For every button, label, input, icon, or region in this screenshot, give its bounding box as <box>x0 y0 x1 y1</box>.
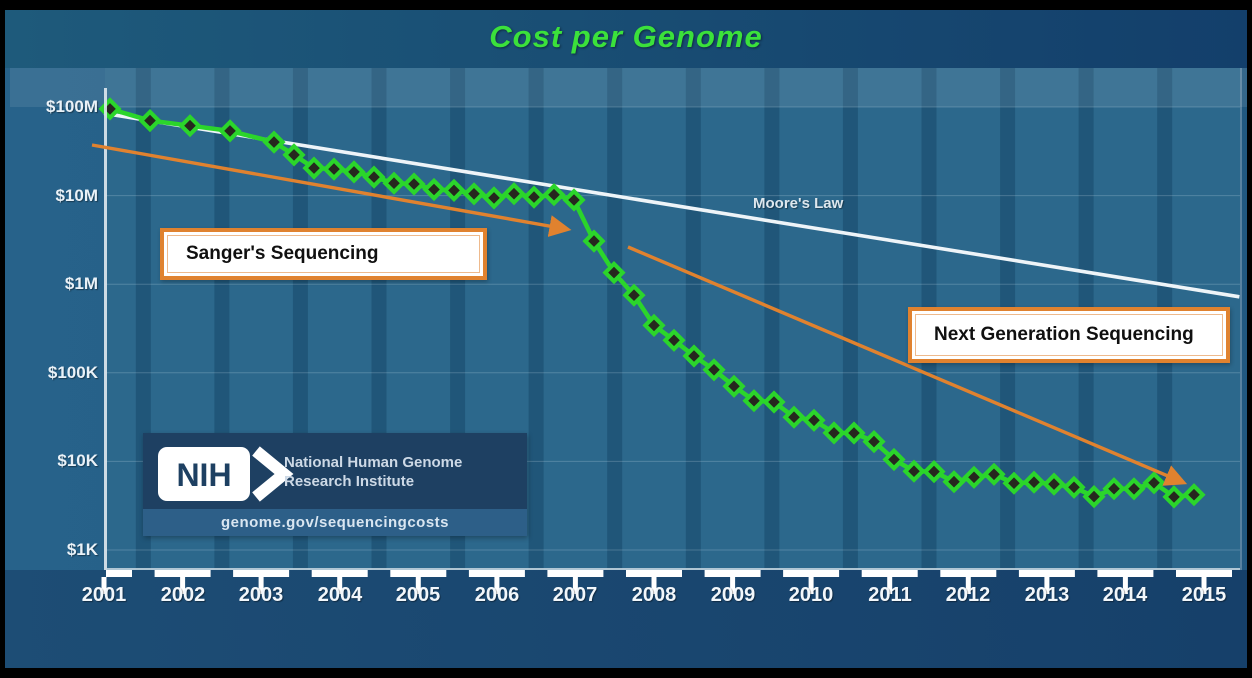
x-tick-label: 2003 <box>238 584 284 606</box>
moore-law-line <box>103 111 1240 299</box>
next-generation-sequencing-callout: Next Generation Sequencing <box>908 307 1230 363</box>
data-point-marker <box>1082 485 1106 509</box>
x-tick-label: 2013 <box>1024 584 1070 606</box>
x-tick-stem <box>1122 577 1128 594</box>
data-point-marker <box>1182 483 1206 507</box>
x-tick-stem <box>651 577 657 594</box>
x-tick-cap <box>626 570 682 577</box>
x-tick-label: 2010 <box>788 584 834 606</box>
x-tick-cap <box>861 570 918 577</box>
y-tick-label: $100M <box>46 97 98 116</box>
x-tick-stem <box>101 577 107 594</box>
x-tick-stem <box>180 577 186 594</box>
x-tick-stem <box>1044 577 1050 594</box>
y-axis-line <box>104 88 107 570</box>
x-tick-label: 2001 <box>81 584 127 606</box>
x-tick-label: 2002 <box>160 584 206 606</box>
x-tick-stem <box>415 577 421 594</box>
title-band <box>5 10 1247 68</box>
x-axis-line <box>104 568 1240 570</box>
frame-bottom <box>0 668 1252 678</box>
x-tick-label: 2011 <box>868 584 912 606</box>
plot-right-edge <box>1240 68 1242 570</box>
x-tick-stem <box>730 577 736 594</box>
x-tick-cap <box>311 570 368 577</box>
x-tick-label: 2014 <box>1102 584 1148 606</box>
genome-gov-url: genome.gov/sequencingcosts <box>143 509 527 536</box>
x-tick-stem <box>808 577 814 594</box>
x-tick-stem <box>572 577 578 594</box>
data-point-marker <box>1042 472 1066 496</box>
nih-acronym: NIH <box>176 457 231 493</box>
x-tick-label: 2007 <box>552 584 598 606</box>
frame-left <box>0 0 5 678</box>
x-tick-label: 2005 <box>395 584 441 606</box>
x-tick-cap <box>704 570 761 577</box>
x-tick-label: 2004 <box>317 584 363 606</box>
x-tick-cap <box>154 570 211 577</box>
institute-name-line2: Research Institute <box>284 473 415 490</box>
data-point-marker <box>1122 477 1146 501</box>
x-tick-cap <box>940 570 997 577</box>
y-tick-label: $10K <box>57 451 98 470</box>
data-point-marker <box>1062 475 1086 499</box>
nih-logo-mark: NIH <box>158 446 294 502</box>
year-band-divider <box>842 68 858 570</box>
nih-chevron-icon <box>252 446 294 502</box>
x-tick-cap <box>233 570 290 577</box>
x-tick-label: 2012 <box>945 584 991 606</box>
x-tick-label: 2015 <box>1181 584 1227 606</box>
moore-law-label: Moore's Law <box>753 195 844 212</box>
x-tick-label: 2008 <box>631 584 677 606</box>
page-title: Cost per Genome <box>489 19 763 54</box>
ngs-arrow <box>627 245 1188 486</box>
data-point-marker <box>1142 471 1166 495</box>
data-point-marker <box>1022 470 1046 494</box>
frame-right <box>1247 0 1252 678</box>
x-tick-stem <box>965 577 971 594</box>
x-tick-cap <box>547 570 604 577</box>
frame-top <box>0 0 1252 10</box>
x-tick-cap <box>468 570 525 577</box>
x-tick-label: 2009 <box>710 584 756 606</box>
institute-name: National Human Genome Research Institute <box>284 453 462 491</box>
x-tick-stem <box>887 577 893 594</box>
axis-margin-band <box>5 570 1247 668</box>
sanger-sequencing-label: Sanger's Sequencing <box>186 243 379 264</box>
x-tick-stem <box>494 577 500 594</box>
data-point-marker <box>1162 485 1186 509</box>
next-generation-sequencing-label: Next Generation Sequencing <box>934 324 1194 345</box>
year-band-divider <box>607 68 623 570</box>
x-tick-cap <box>783 570 840 577</box>
nhgri-logo: NIH National Human Genome Research Insti… <box>143 433 527 536</box>
x-tick-stem <box>337 577 343 594</box>
plot-top-highlight <box>10 68 1247 107</box>
y-tick-label: $1K <box>66 540 98 559</box>
sanger-sequencing-callout: Sanger's Sequencing <box>160 228 487 280</box>
data-point-marker <box>1102 477 1126 501</box>
institute-name-line1: National Human Genome <box>284 454 463 471</box>
x-tick-stem <box>258 577 264 594</box>
sanger-arrow <box>91 143 572 237</box>
x-tick-cap <box>1176 570 1232 577</box>
y-tick-label: $10M <box>55 186 98 205</box>
year-band-divider <box>528 68 544 570</box>
x-tick-cap <box>390 570 447 577</box>
x-tick-cap <box>1097 570 1154 577</box>
x-tick-cap <box>1018 570 1075 577</box>
x-tick-stem <box>1201 577 1207 594</box>
y-tick-label: $1M <box>64 274 98 293</box>
y-tick-label: $100K <box>47 363 98 382</box>
x-tick-cap <box>106 570 132 577</box>
year-band-divider <box>685 68 701 570</box>
year-band-divider <box>764 68 780 570</box>
x-tick-label: 2006 <box>474 584 520 606</box>
